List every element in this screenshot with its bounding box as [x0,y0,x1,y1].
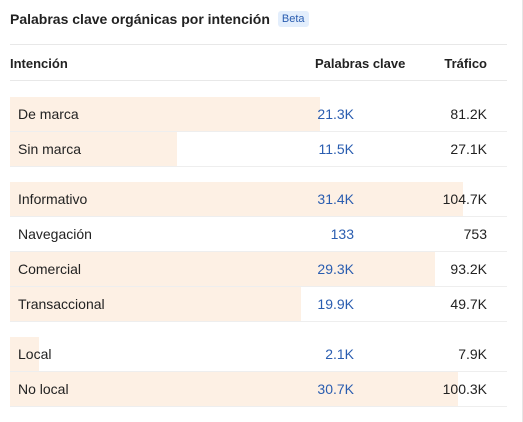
column-header-divider [10,80,507,81]
traffic-share-bar [10,287,301,321]
table-row: Informativo 31.4K 104.7K [10,182,507,217]
intent-label: Informativo [18,191,88,207]
table-row: Sin marca 11.5K 27.1K [10,132,507,167]
row-divider [10,321,507,322]
traffic-share-bar [10,132,177,166]
keywords-link[interactable]: 21.3K [317,106,354,122]
row-divider [10,371,507,372]
intent-label: Navegación [18,226,92,242]
traffic-share-bar [10,252,435,286]
traffic-share-bar [10,97,320,131]
intent-label: Sin marca [18,141,82,157]
traffic-value: 27.1K [450,141,487,157]
row-divider [10,286,507,287]
table-row: No local 30.7K 100.3K [10,372,507,407]
intent-label: Comercial [18,261,82,277]
row-divider [10,166,507,167]
traffic-value: 104.7K [442,191,487,207]
traffic-share-bar [10,372,458,406]
intent-label: De marca [18,106,79,122]
intent-label: Transaccional [18,296,105,312]
column-header-traffic: Tráfico [444,56,487,71]
row-divider [10,131,507,132]
header-divider [10,44,507,45]
row-divider [10,251,507,252]
row-divider [10,216,507,217]
traffic-value: 93.2K [450,261,487,277]
table-row: Comercial 29.3K 93.2K [10,252,507,287]
beta-badge: Beta [277,11,309,27]
table-row: Navegación 133 753 [10,217,507,252]
intent-label: No local [18,381,69,397]
column-header-keywords: Palabras clave [315,56,406,71]
table-row: De marca 21.3K 81.2K [10,97,507,132]
keywords-link[interactable]: 19.9K [317,296,354,312]
traffic-value: 753 [463,226,487,242]
keywords-link[interactable]: 29.3K [317,261,354,277]
table-row: Transaccional 19.9K 49.7K [10,287,507,322]
traffic-value: 49.7K [450,296,487,312]
keywords-link[interactable]: 133 [330,226,354,242]
intent-label: Local [18,346,52,362]
keywords-link[interactable]: 31.4K [317,191,354,207]
table-row: Local 2.1K 7.9K [10,337,507,372]
traffic-value: 7.9K [458,346,487,362]
traffic-value: 81.2K [450,106,487,122]
keywords-link[interactable]: 2.1K [325,346,354,362]
row-divider [10,406,507,407]
column-header-intent: Intención [10,56,68,71]
traffic-share-bar [10,337,39,371]
traffic-value: 100.3K [442,381,487,397]
traffic-share-bar [10,182,463,216]
keywords-link[interactable]: 11.5K [318,141,354,157]
widget-header: Palabras clave orgánicas por intención B… [10,11,309,27]
keywords-link[interactable]: 30.7K [317,381,354,397]
widget-title: Palabras clave orgánicas por intención [10,11,270,27]
